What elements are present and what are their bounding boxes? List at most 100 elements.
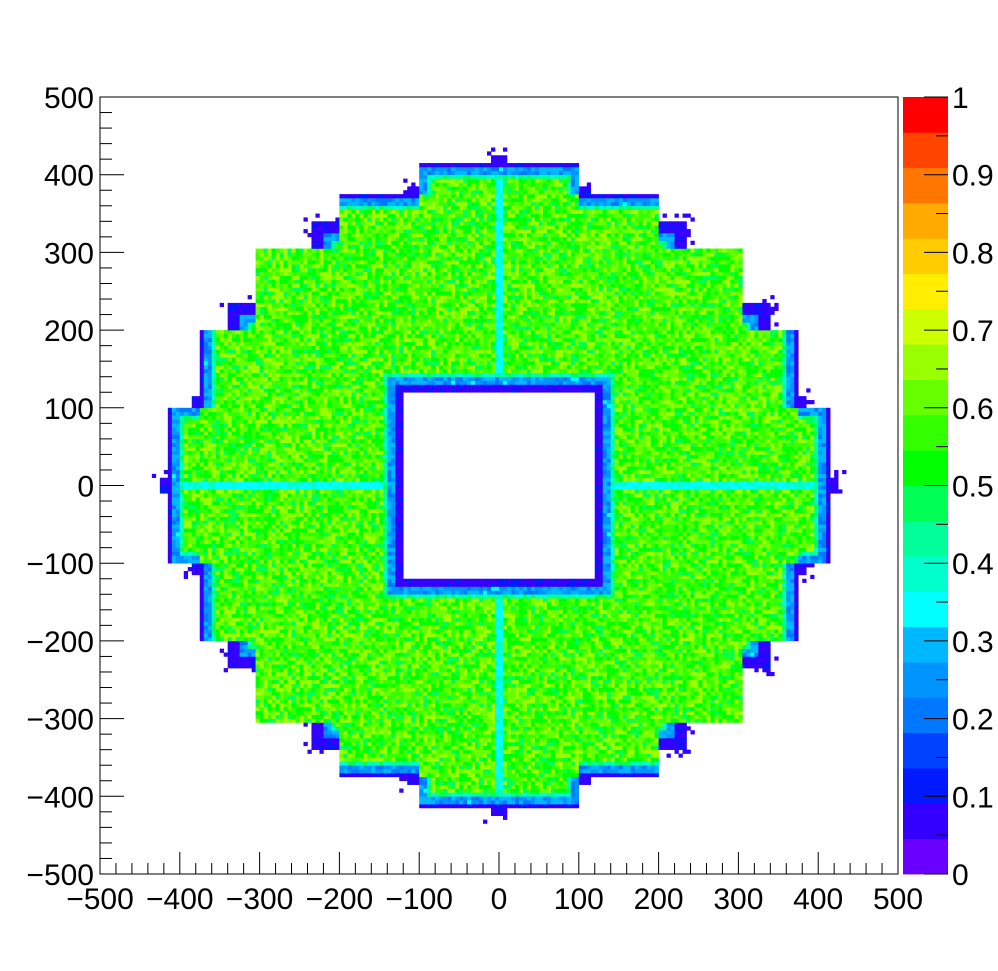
heatmap-cell: [207, 469, 213, 475]
heatmap-cell: [287, 384, 292, 389]
heatmap-cell: [331, 687, 336, 692]
heatmap-cell: [343, 745, 348, 750]
heatmap-cell: [307, 695, 312, 700]
heatmap-cell: [183, 419, 189, 424]
heatmap-cell: [207, 582, 213, 587]
heatmap-cell: [315, 403, 320, 409]
heatmap-cell: [219, 407, 224, 412]
heatmap-cell: [231, 450, 236, 455]
heatmap-cell: [303, 563, 308, 568]
heatmap-cell: [255, 539, 260, 545]
heatmap-cell: [243, 520, 248, 525]
heatmap-cell: [351, 287, 356, 292]
heatmap-cell: [323, 536, 328, 541]
heatmap-cell: [203, 407, 209, 412]
heatmap-cell: [243, 609, 248, 614]
heatmap-cell: [307, 345, 312, 350]
heatmap-cell: [319, 423, 324, 428]
heatmap-cell: [243, 388, 248, 393]
heatmap-cell: [195, 415, 201, 420]
heatmap-cell: [319, 497, 324, 502]
heatmap-cell: [199, 501, 205, 506]
heatmap-cell: [271, 570, 276, 576]
heatmap-cell: [279, 586, 284, 591]
heatmap-cell: [347, 532, 352, 537]
heatmap-cell: [231, 310, 236, 315]
heatmap-cell: [319, 229, 324, 234]
heatmap-cell: [355, 221, 360, 226]
heatmap-cell: [315, 501, 320, 506]
heatmap-cell: [351, 322, 356, 327]
heatmap-cell: [351, 656, 356, 661]
heatmap-cell: [175, 431, 181, 436]
heatmap-cell: [351, 695, 356, 700]
heatmap-cell: [271, 295, 276, 300]
heatmap-cell: [283, 446, 288, 451]
heatmap-cell: [299, 532, 304, 537]
heatmap-cell: [251, 578, 256, 583]
heatmap-cell: [231, 547, 236, 552]
heatmap-cell: [291, 267, 296, 273]
heatmap-cell: [243, 551, 248, 556]
heatmap-cell: [307, 539, 312, 545]
heatmap-cell: [307, 648, 312, 653]
heatmap-cell: [215, 621, 220, 626]
heatmap-cell: [239, 345, 244, 350]
heatmap-cell: [275, 361, 280, 366]
heatmap-cell: [251, 469, 256, 475]
heatmap-cell: [255, 648, 260, 653]
heatmap-cell: [291, 442, 296, 447]
heatmap-cell: [223, 454, 228, 459]
heatmap-cell: [319, 648, 324, 653]
heatmap-cell: [199, 637, 205, 642]
heatmap-cell: [343, 520, 348, 525]
heatmap-cell: [223, 462, 228, 467]
heatmap-cell: [315, 679, 320, 684]
heatmap-cell: [347, 236, 352, 242]
heatmap-cell: [207, 617, 213, 622]
heatmap-cell: [299, 392, 304, 397]
heatmap-cell: [327, 625, 332, 630]
heatmap-cell: [259, 349, 264, 354]
heatmap-cell: [343, 539, 348, 545]
heatmap-cell: [275, 710, 280, 716]
heatmap-cell: [279, 353, 284, 358]
heatmap-cell: [355, 384, 360, 389]
heatmap-cell: [215, 485, 220, 490]
heatmap-cell: [271, 687, 276, 692]
heatmap-cell: [243, 466, 248, 471]
heatmap-cell: [331, 586, 336, 591]
heatmap-cell: [227, 609, 232, 614]
heatmap-cell: [247, 625, 252, 630]
heatmap-cell: [219, 563, 224, 568]
heatmap-cell: [191, 415, 197, 420]
heatmap-cell: [327, 318, 332, 323]
heatmap-cell: [303, 466, 308, 471]
heatmap-cell: [255, 598, 260, 603]
heatmap-cell: [299, 625, 304, 630]
heatmap-cell: [271, 504, 276, 510]
heatmap-cell: [231, 469, 236, 475]
heatmap-cell: [259, 275, 264, 280]
heatmap-cell: [267, 668, 272, 673]
heatmap-cell: [251, 330, 256, 335]
heatmap-cell: [183, 454, 189, 459]
heatmap-cell: [187, 524, 193, 529]
heatmap-cell: [259, 617, 264, 622]
heatmap-cell: [219, 372, 224, 378]
heatmap-cell: [335, 671, 340, 677]
heatmap-cell: [239, 384, 244, 389]
heatmap-cell: [243, 555, 248, 560]
heatmap-cell: [299, 400, 304, 405]
heatmap-cell: [331, 283, 336, 288]
heatmap-cell: [291, 326, 296, 331]
heatmap-cell: [251, 368, 256, 374]
heatmap-cell: [283, 648, 288, 653]
heatmap-cell: [331, 741, 336, 747]
heatmap-cell: [355, 582, 360, 587]
heatmap-cell: [295, 481, 300, 486]
heatmap-cell: [283, 656, 288, 661]
heatmap-cell: [315, 314, 320, 319]
heatmap-cell: [351, 706, 356, 712]
heatmap-cell: [347, 637, 352, 642]
